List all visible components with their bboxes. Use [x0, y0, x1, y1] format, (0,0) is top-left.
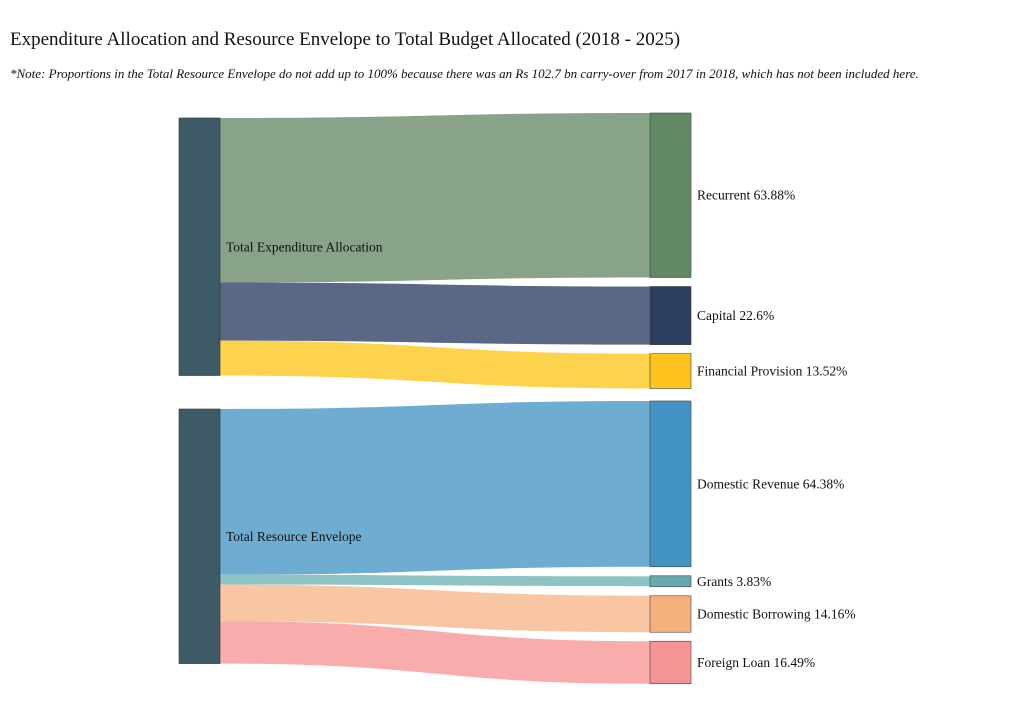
- link-total-resource-envelope-to-foreign-loan[interactable]: [220, 621, 650, 684]
- label-foreign-loan: Foreign Loan 16.49%: [697, 655, 815, 670]
- label-financial-provision: Financial Provision 13.52%: [697, 364, 847, 379]
- label-recurrent: Recurrent 63.88%: [697, 188, 795, 203]
- link-total-expenditure-allocation-to-recurrent[interactable]: [220, 113, 650, 283]
- link-total-resource-envelope-to-grants[interactable]: [220, 574, 650, 587]
- label-total-expenditure-allocation: Total Expenditure Allocation: [226, 239, 383, 254]
- link-total-expenditure-allocation-to-financial-provision[interactable]: [220, 340, 650, 389]
- node-domestic-revenue[interactable]: [649, 400, 692, 568]
- chart-title: Expenditure Allocation and Resource Enve…: [10, 29, 681, 50]
- label-total-resource-envelope: Total Resource Envelope: [226, 529, 362, 544]
- link-total-resource-envelope-to-domestic-borrowing[interactable]: [220, 584, 650, 633]
- node-total-resource-envelope[interactable]: [178, 408, 221, 664]
- chart-note: *Note: Proportions in the Total Resource…: [10, 66, 919, 81]
- node-total-expenditure-allocation[interactable]: [178, 117, 221, 376]
- link-total-resource-envelope-to-domestic-revenue[interactable]: [220, 401, 650, 575]
- sankey-links: [220, 113, 650, 684]
- sankey-labels: Recurrent 63.88% Capital 22.6% Financial P…: [226, 188, 856, 670]
- node-capital[interactable]: [649, 286, 692, 345]
- label-domestic-revenue: Domestic Revenue 64.38%: [697, 476, 844, 491]
- node-financial-provision[interactable]: [649, 353, 692, 389]
- label-domestic-borrowing: Domestic Borrowing 14.16%: [697, 607, 856, 622]
- label-capital: Capital 22.6%: [697, 308, 774, 323]
- label-grants: Grants 3.83%: [697, 574, 771, 589]
- sankey-nodes: [178, 112, 692, 685]
- node-grants[interactable]: [649, 575, 692, 588]
- node-domestic-borrowing[interactable]: [649, 595, 692, 633]
- node-foreign-loan[interactable]: [649, 640, 692, 685]
- link-total-expenditure-allocation-to-capital[interactable]: [220, 282, 650, 345]
- node-recurrent[interactable]: [649, 112, 692, 278]
